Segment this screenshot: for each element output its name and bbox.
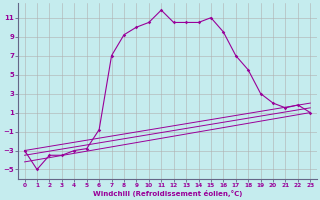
X-axis label: Windchill (Refroidissement éolien,°C): Windchill (Refroidissement éolien,°C) xyxy=(93,190,242,197)
